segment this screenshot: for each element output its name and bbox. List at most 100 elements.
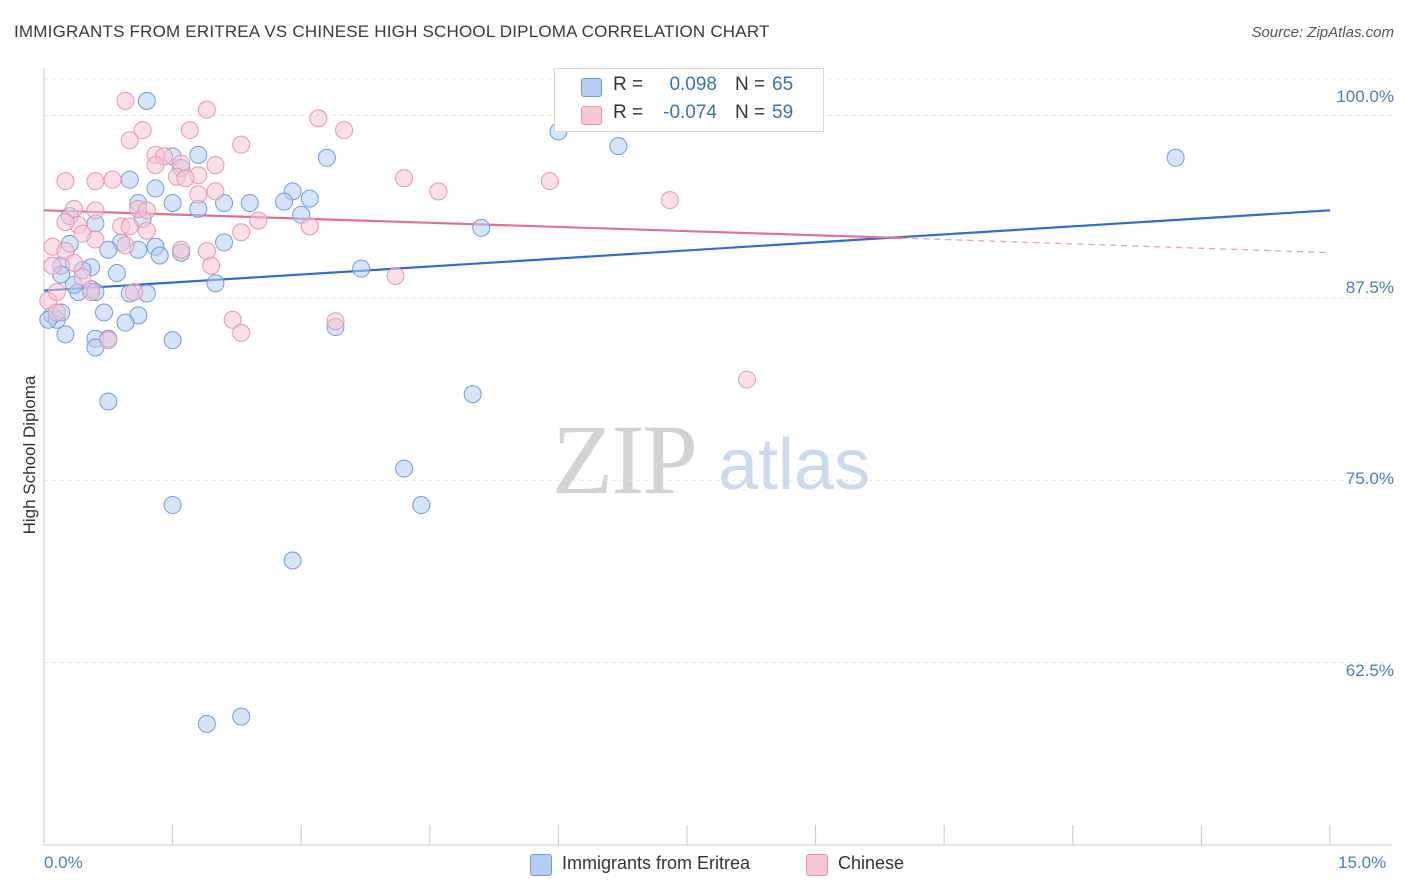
point-eritrea <box>463 385 482 404</box>
point-chinese <box>137 201 156 220</box>
point-chinese <box>180 121 199 140</box>
point-chinese <box>232 323 251 342</box>
point-eritrea <box>137 91 156 110</box>
point-eritrea <box>146 179 165 198</box>
point-chinese <box>172 240 191 259</box>
n-value: 65 <box>772 74 794 95</box>
point-eritrea <box>99 392 118 411</box>
point-eritrea <box>215 233 234 252</box>
x-tick-label-max: 15.0% <box>1338 853 1387 872</box>
point-eritrea <box>56 325 75 344</box>
point-chinese <box>326 312 345 331</box>
r-value: 0.098 <box>669 74 717 95</box>
y-tick-label-62-5: 62.5% <box>1345 661 1394 680</box>
point-chinese <box>125 283 144 302</box>
point-eritrea <box>163 331 182 350</box>
point-chinese <box>176 169 195 188</box>
x-tick-label-min: 0.0% <box>44 853 83 872</box>
n-label: N = <box>735 102 766 123</box>
point-chinese <box>335 121 354 140</box>
point-eritrea <box>275 192 294 211</box>
r-value: -0.074 <box>663 102 717 123</box>
point-eritrea <box>95 303 114 322</box>
point-chinese <box>82 283 101 302</box>
point-eritrea <box>107 264 126 283</box>
point-eritrea <box>395 459 414 478</box>
point-chinese <box>197 100 216 119</box>
legend-swatch-blue <box>530 854 552 876</box>
r-label: R = <box>613 102 644 123</box>
point-eritrea <box>412 496 431 515</box>
point-chinese <box>116 91 135 110</box>
trend-line-chinese-extension <box>901 237 1331 254</box>
point-chinese <box>56 212 75 231</box>
y-tick-label-75: 75.0% <box>1345 469 1394 488</box>
point-eritrea <box>206 274 225 293</box>
point-chinese <box>43 256 62 275</box>
point-chinese <box>395 169 414 188</box>
point-chinese <box>738 370 757 389</box>
point-chinese <box>206 182 225 201</box>
watermark-zip: ZIP <box>552 404 698 515</box>
point-eritrea <box>120 170 139 189</box>
point-chinese <box>73 224 92 243</box>
point-eritrea <box>609 137 628 156</box>
n-label: N = <box>735 74 766 95</box>
point-chinese <box>189 185 208 204</box>
point-eritrea <box>197 714 216 733</box>
point-eritrea <box>317 148 336 167</box>
source-label: Source: ZipAtlas.com <box>1251 24 1394 41</box>
point-eritrea <box>240 194 259 213</box>
r-label: R = <box>613 74 644 95</box>
point-eritrea <box>189 145 208 164</box>
point-chinese <box>206 156 225 175</box>
y-axis-label: High School Diploma <box>20 375 39 535</box>
point-eritrea <box>1166 148 1185 167</box>
chart-title: IMMIGRANTS FROM ERITREA VS CHINESE HIGH … <box>14 22 770 41</box>
data-points <box>39 91 1185 733</box>
gridlines <box>44 78 1392 664</box>
y-tick-label-87-5: 87.5% <box>1345 278 1394 297</box>
legend-swatch-pink <box>806 854 828 876</box>
point-chinese <box>86 201 105 220</box>
point-eritrea <box>472 218 491 237</box>
point-chinese <box>65 253 84 272</box>
blue-swatch <box>581 78 602 97</box>
point-eritrea <box>116 313 135 332</box>
point-chinese <box>300 217 319 236</box>
n-value: 59 <box>772 102 794 123</box>
point-eritrea <box>300 189 319 208</box>
point-chinese <box>116 236 135 255</box>
legend-label: Chinese <box>838 853 905 873</box>
stats-row-pink: R = -0.074 N = 59 <box>555 102 823 128</box>
point-chinese <box>73 268 92 287</box>
legend-label: Immigrants from Eritrea <box>562 853 751 873</box>
point-eritrea <box>163 496 182 515</box>
point-chinese <box>120 131 139 150</box>
point-eritrea <box>232 707 251 726</box>
point-chinese <box>103 170 122 189</box>
pink-swatch <box>581 106 602 125</box>
point-chinese <box>202 256 221 275</box>
axes <box>43 68 1392 846</box>
correlation-stats-box: R = 0.098 N = 65 R = -0.074 N = 59 <box>554 68 824 132</box>
point-chinese <box>146 156 165 175</box>
point-chinese <box>232 135 251 154</box>
trend-line-eritrea <box>43 209 1331 292</box>
point-chinese <box>386 266 405 285</box>
point-eritrea <box>283 551 302 570</box>
watermark-atlas: atlas <box>718 425 871 505</box>
stats-row-blue: R = 0.098 N = 65 <box>555 74 823 100</box>
point-chinese <box>249 211 268 230</box>
point-chinese <box>137 221 156 240</box>
trend-line-chinese <box>43 209 902 240</box>
point-chinese <box>86 172 105 191</box>
point-chinese <box>309 109 328 128</box>
trend-lines <box>43 209 1331 292</box>
point-chinese <box>429 182 448 201</box>
point-chinese <box>660 191 679 210</box>
y-tick-label-100: 100.0% <box>1336 87 1394 106</box>
point-chinese <box>223 310 242 329</box>
point-eritrea <box>352 259 371 278</box>
point-chinese <box>133 121 152 140</box>
